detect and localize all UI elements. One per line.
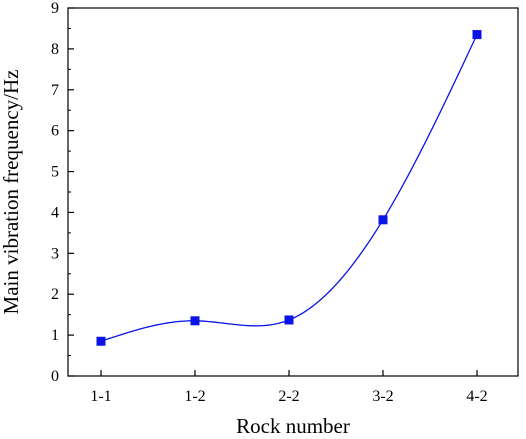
y-tick-label: 5	[51, 164, 59, 181]
series-line	[100, 34, 478, 342]
data-point	[284, 315, 294, 325]
y-axis-title: Main vibration frequency/Hz	[0, 70, 23, 315]
y-tick-label: 8	[51, 41, 59, 58]
data-point	[472, 30, 482, 40]
y-tick-label: 0	[51, 368, 59, 385]
data-markers	[96, 30, 482, 346]
y-tick-label: 4	[51, 204, 59, 221]
y-tick-label: 9	[51, 0, 59, 17]
y-tick-label: 3	[51, 245, 59, 262]
data-point	[190, 316, 200, 326]
y-tick-label: 6	[51, 123, 59, 140]
x-tick-label: 1-2	[184, 388, 205, 405]
y-axis-ticks: 0 1 2 3 4 5 6 7 8 9	[51, 0, 74, 385]
x-tick-label: 3-2	[372, 388, 393, 405]
x-axis-title: Rock number	[236, 414, 350, 438]
x-tick-label: 2-2	[278, 388, 299, 405]
data-point	[378, 215, 388, 225]
y-tick-label: 7	[51, 82, 59, 99]
x-axis-ticks: 1-1 1-2 2-2 3-2 4-2	[90, 370, 488, 405]
y-tick-label: 2	[51, 286, 59, 303]
x-tick-label: 4-2	[466, 388, 487, 405]
x-tick-label: 1-1	[90, 388, 111, 405]
y-tick-label: 1	[51, 327, 59, 344]
data-point	[96, 336, 106, 346]
